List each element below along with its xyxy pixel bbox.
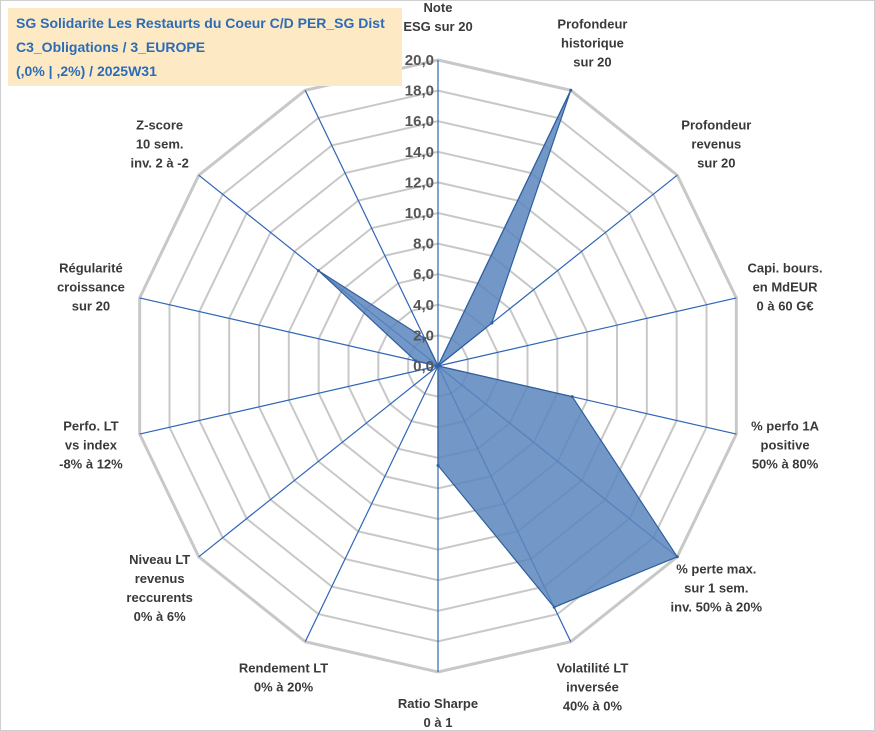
tick-label-9: 18,0: [405, 83, 434, 100]
axis-label-12-line-1: 10 sem.: [136, 137, 184, 152]
tick-label-0: 0,0: [413, 358, 434, 375]
axis-label-11-line-2: sur 20: [72, 298, 110, 313]
axis-label-9-line-3: 0% à 6%: [134, 609, 186, 624]
axis-label-6-line-0: Volatilité LT: [557, 661, 629, 676]
axis-label-10: Perfo. LT vs index -8% à 12%: [59, 419, 123, 472]
tick-label-7: 14,0: [405, 144, 434, 161]
axis-label-5-line-2: inv. 50% à 20%: [671, 599, 763, 614]
tick-label-8: 16,0: [405, 113, 434, 130]
axis-label-6: Volatilité LT inversée 40% à 0%: [557, 661, 629, 714]
series-point-7: [436, 463, 440, 467]
tick-label-4: 8,0: [413, 236, 434, 253]
series-area: [317, 90, 679, 608]
tick-label-6: 12,0: [405, 174, 434, 191]
axis-label-6-line-2: 40% à 0%: [563, 699, 623, 714]
axis-label-4: % perfo 1A positive 50% à 80%: [751, 419, 820, 472]
chart-title-line-1: SG Solidarite Les Restaurts du Coeur C/D…: [16, 15, 385, 31]
axis-label-0-line-1: ESG sur 20: [403, 19, 472, 34]
series-point-4: [570, 395, 574, 399]
axis-label-9-line-0: Niveau LT: [129, 552, 190, 567]
chart-title-box: SG Solidarite Les Restaurts du Coeur C/D…: [8, 8, 402, 86]
axis-label-12: Z-score 10 sem. inv. 2 à -2: [131, 118, 189, 171]
axis-spoke-13: [304, 90, 439, 367]
axis-label-7-line-1: 0 à 1: [424, 715, 453, 730]
axis-label-10-line-1: vs index: [65, 438, 118, 453]
chart-title-line-3: (,0% | ,2%) / 2025W31: [16, 63, 157, 79]
axis-label-6-line-1: inversée: [566, 680, 619, 695]
series-point-2: [490, 321, 494, 325]
axis-label-11-line-1: croissance: [57, 279, 125, 294]
axis-label-2-line-2: sur 20: [697, 156, 735, 171]
axis-label-1-line-2: sur 20: [573, 54, 611, 69]
axis-label-5: % perte max. sur 1 sem. inv. 50% à 20%: [671, 561, 763, 614]
axis-label-11: Régularité croissance sur 20: [57, 260, 125, 313]
axis-label-12-line-0: Z-score: [136, 118, 183, 133]
axis-label-1: Profondeur historique sur 20: [557, 16, 627, 69]
radar-series: [316, 88, 679, 609]
axis-label-3: Capi. bours. en MdEUR 0 à 60 G€: [748, 260, 823, 313]
tick-label-5: 10,0: [405, 205, 434, 222]
axis-label-2: Profondeur revenus sur 20: [681, 118, 751, 171]
axis-label-3-line-2: 0 à 60 G€: [757, 298, 814, 313]
axis-label-4-line-1: positive: [761, 438, 810, 453]
series-point-12: [316, 269, 320, 273]
axis-label-2-line-1: revenus: [691, 137, 741, 152]
axis-spoke-10: [139, 365, 439, 435]
axis-label-1-line-1: historique: [561, 35, 624, 50]
axis-label-8: Rendement LT 0% à 20%: [239, 661, 328, 695]
axis-label-7: Ratio Sharpe 0 à 1: [398, 696, 478, 730]
axis-label-11-line-0: Régularité: [59, 260, 123, 275]
axis-label-3-line-1: en MdEUR: [753, 279, 819, 294]
tick-label-10: 20,0: [405, 52, 434, 69]
tick-label-3: 6,0: [413, 266, 434, 283]
tick-label-2: 4,0: [413, 297, 434, 314]
axis-label-1-line-0: Profondeur: [557, 16, 627, 31]
chart-title-line-2: C3_Obligations / 3_EUROPE: [16, 39, 206, 55]
axis-label-0-line-0: Note: [424, 0, 453, 15]
axis-label-10-line-0: Perfo. LT: [63, 419, 118, 434]
axis-label-4-line-0: % perfo 1A: [751, 419, 820, 434]
axis-label-10-line-2: -8% à 12%: [59, 457, 123, 472]
axis-spoke-9: [198, 365, 439, 558]
axis-label-9-line-2: reccurents: [126, 590, 192, 605]
axis-label-2-line-0: Profondeur: [681, 118, 751, 133]
axis-label-0: Note ESG sur 20: [403, 0, 472, 34]
series-point-1: [569, 88, 573, 92]
series-point-6: [552, 605, 556, 609]
axis-label-4-line-2: 50% à 80%: [752, 457, 819, 472]
axis-label-5-line-1: sur 1 sem.: [684, 580, 748, 595]
axis-label-9-line-1: revenus: [135, 571, 185, 586]
axis-spoke-8: [304, 365, 439, 642]
axis-spoke-3: [437, 297, 737, 367]
axis-label-5-line-0: % perte max.: [676, 561, 756, 576]
axis-label-9: Niveau LT revenus reccurents 0% à 6%: [126, 552, 192, 624]
axis-label-12-line-2: inv. 2 à -2: [131, 156, 189, 171]
axis-spoke-11: [139, 297, 439, 367]
series-point-10: [436, 364, 440, 368]
axis-label-8-line-0: Rendement LT: [239, 661, 328, 676]
series-point-11: [414, 359, 418, 363]
series-point-13: [423, 336, 427, 340]
tick-label-1: 2,0: [413, 327, 434, 344]
axis-label-8-line-1: 0% à 20%: [254, 680, 314, 695]
series-point-5: [675, 555, 679, 559]
radar-tick-labels: 0,0 2,0 4,0 6,0 8,0 10,0 12,0 14,0 16,0 18,0 20,0: [405, 52, 434, 375]
axis-label-7-line-0: Ratio Sharpe: [398, 696, 478, 711]
axis-label-3-line-0: Capi. bours.: [748, 260, 823, 275]
